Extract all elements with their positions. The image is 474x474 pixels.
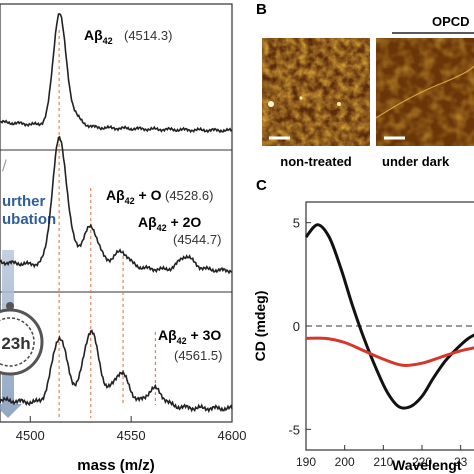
clock-time: 23h [1, 334, 30, 353]
cd-axes: 5 0 -5 190 200 210 220 23 [288, 216, 474, 469]
x-tick-label: 200 [335, 455, 355, 469]
peak-label: Aβ42 [84, 27, 113, 46]
slash-mark: / [2, 158, 7, 174]
peak-mass: (4544.7) [173, 232, 221, 247]
clock-knob [6, 302, 14, 310]
cd-series-red [305, 336, 474, 367]
y-tick-label: -5 [288, 422, 300, 437]
peak-label: Aβ42 + O [106, 187, 162, 206]
ms-trace-3 [0, 329, 233, 414]
afm-image-dark [375, 38, 474, 146]
afm-image-nontreated [262, 38, 370, 146]
panel-letter-b: B [256, 1, 267, 18]
ms-x-axis: 4500 4550 4600 [16, 416, 247, 443]
afm-particle [268, 101, 274, 107]
clock-inner [0, 317, 35, 367]
ms-trace-1 [0, 13, 233, 134]
ms-trace-2 [0, 135, 233, 275]
x-tick-label: 23 [454, 455, 468, 469]
cd-panel: C 5 0 -5 190 200 210 220 23 CD (mdeg) Wavelengt [252, 177, 474, 473]
afm-panel: B OPCD non-treated under dark [256, 1, 474, 169]
afm-caption-2: under dark [382, 154, 450, 169]
x-tick-label: 4600 [218, 428, 247, 443]
cd-y-axis-label: CD (mdeg) [252, 291, 268, 362]
x-tick-label: 220 [412, 455, 432, 469]
peak-label: Aβ42 + 2O [138, 214, 201, 233]
afm-fibril [375, 65, 474, 119]
afm-particle [337, 102, 341, 106]
afm-caption-1: non-treated [280, 154, 352, 169]
panel-letter-c: C [256, 177, 267, 194]
treatment-header: OPCD [432, 14, 470, 29]
x-tick-label: 4550 [117, 428, 146, 443]
peak-mass: (4561.5) [174, 348, 222, 363]
cd-x-axis-label: Wavelengt [392, 457, 462, 473]
cd-series-black [304, 223, 474, 410]
x-tick-label: 4500 [16, 428, 45, 443]
x-tick-label: 190 [296, 455, 316, 469]
ms-panel: urther ubation 23h / Aβ42 (4514.3) Aβ42 … [0, 3, 247, 474]
incubation-text-2: ubation [2, 211, 56, 228]
ms-x-axis-label: mass (m/z) [77, 457, 155, 474]
peak-mass: (4514.3) [124, 28, 172, 43]
peak-mass: (4528.6) [165, 188, 213, 203]
x-tick-label: 210 [373, 455, 393, 469]
peak-label: Aβ42 + 3O [158, 327, 221, 346]
y-tick-label: 5 [293, 216, 300, 231]
afm-particle [299, 96, 303, 100]
y-tick-label: 0 [293, 319, 300, 334]
incubation-text-1: urther [2, 193, 46, 210]
incubation-note: urther ubation 23h / [0, 158, 56, 418]
ms-frame [0, 3, 233, 423]
